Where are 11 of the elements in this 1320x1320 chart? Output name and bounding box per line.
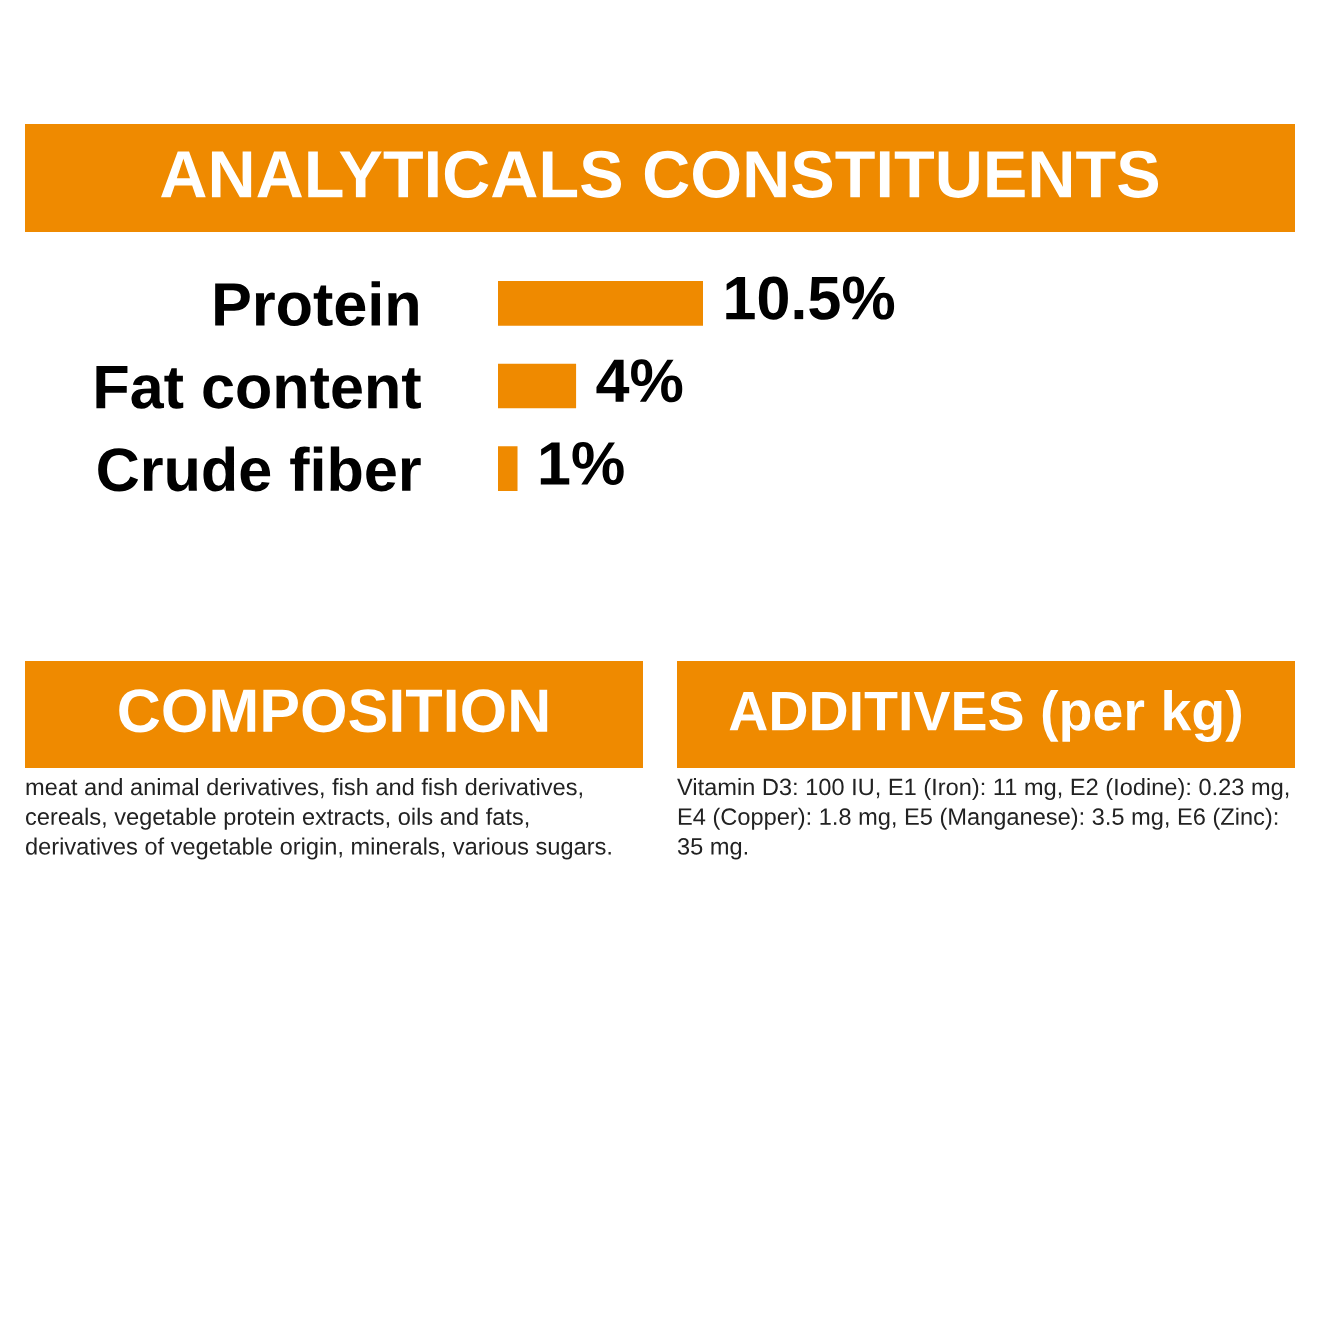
data-label: 4% [596, 359, 683, 403]
text: COMPOSITION [119, 689, 548, 733]
text: Vitamin D3: 100 IU, E1 (Iron): 11 mg, E2 (Iodine): 0.23 mg, E4 (Copper): 1.8 mg, E5 (Manganese): 3.5 mg, E6 (Zinc): 35 mg. [677, 778, 1289, 860]
chart-title: ANALYTICALS CONSTITUENTS [161, 150, 1159, 198]
y-tick-label: Fat content [96, 366, 421, 409]
y-tick-label: Crude fiber [98, 446, 421, 492]
data-label: 1% [540, 441, 624, 485]
text: meat and animal derivatives, fish and fish derivatives, cereals, vegetable protein extracts, oils and fats, derivatives of vegetable origin, minerals, various sugars. [25, 778, 611, 860]
y-tick-label: Protein [215, 281, 418, 327]
data-label: 10.5% [726, 276, 895, 320]
text: ADDITIVES (per kg) [729, 689, 1241, 743]
